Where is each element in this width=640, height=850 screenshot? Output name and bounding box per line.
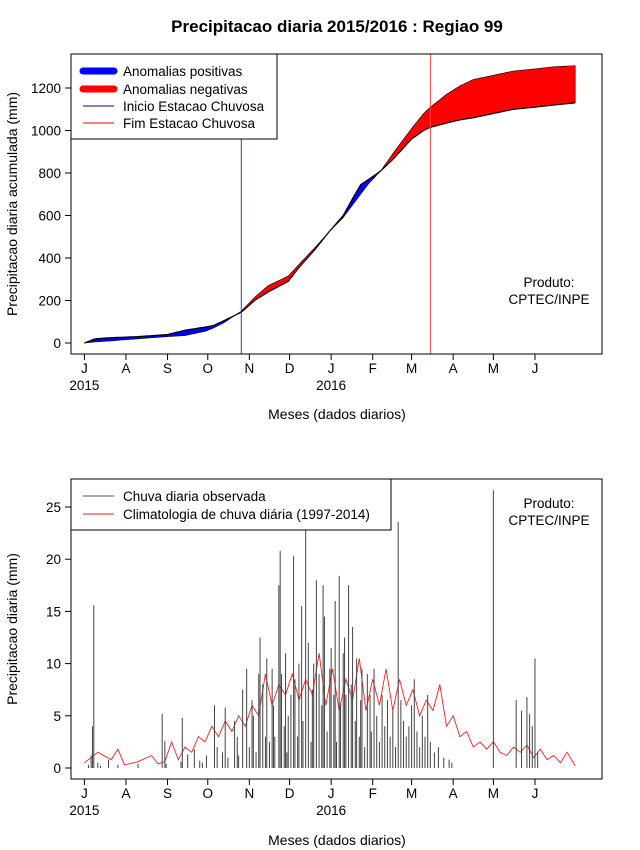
legend-label-climatology: Climatologia de chuva diária (1997-2014) (123, 507, 370, 522)
plot2-x-tick-label: J (328, 786, 335, 801)
plot2-year-label: 2015 (69, 803, 99, 818)
plot2-x-tick-label: A (121, 786, 130, 801)
plot2-y-tick-label: 10 (46, 657, 61, 672)
legend-label-inicio: Inicio Estacao Chuvosa (123, 99, 265, 114)
climatology-line (84, 653, 576, 767)
plot1-x-tick-label: N (244, 361, 254, 376)
plot1-y-tick-label: 200 (38, 294, 61, 309)
plot1-y-tick-label: 800 (38, 166, 61, 181)
plot1-x-tick-label: M (488, 361, 499, 376)
plot2-x-tick-label: A (449, 786, 458, 801)
plot1-x-tick-label: A (121, 361, 130, 376)
plot2-year-label: 2016 (316, 803, 346, 818)
plot1-year-label: 2016 (316, 378, 346, 393)
observed-accumulated-line (84, 102, 576, 344)
plot1-x-tick-label: J (328, 361, 335, 376)
plot2-ylabel: Precipitacao diaria (mm) (4, 553, 20, 705)
plot1-y-tick-label: 0 (53, 336, 61, 351)
plot1-product-source: CPTEC/INPE (508, 292, 589, 307)
plot2-y-tick-label: 25 (46, 500, 61, 515)
plot1-x-tick-label: M (406, 361, 417, 376)
plot1-y-tick-label: 1000 (31, 124, 61, 139)
plot2-product-label: Produto: (523, 496, 574, 511)
plot1-x-tick-label: D (285, 361, 295, 376)
daily-chart-data (84, 488, 576, 768)
legend-label-negative: Anomalias negativas (123, 82, 248, 97)
plot2-x-tick-label: J (532, 786, 539, 801)
plot1-y-tick-label: 400 (38, 251, 61, 266)
plot2-product-source: CPTEC/INPE (508, 513, 589, 528)
plot1-xlabel: Meses (dados diarios) (268, 406, 406, 422)
plot2-x-tick-label: M (406, 786, 417, 801)
plot2-y-tick-label: 15 (46, 604, 61, 619)
plot2-x-tick-label: O (203, 786, 214, 801)
plot2-x-tick-label: M (488, 786, 499, 801)
plot2-x-tick-label: D (285, 786, 295, 801)
plot2-xlabel: Meses (dados diarios) (268, 832, 406, 848)
plot1-ylabel: Precipitacao diaria acumulada (mm) (4, 92, 20, 316)
anomaly-positive (84, 315, 235, 344)
legend-label-observed: Chuva diaria observada (123, 489, 266, 504)
legend-label-positive: Anomalias positivas (123, 64, 243, 79)
anomaly-negative (234, 233, 328, 317)
anomaly-negative (380, 65, 576, 172)
plot1-x-tick-label: O (203, 361, 214, 376)
plot1-x-tick-label: S (163, 361, 172, 376)
plot1-x-axis: J A S O N D J F M A M J 2015 2016 (69, 353, 539, 393)
plot1-x-tick-label: J (81, 361, 88, 376)
plot2-legend: Chuva diaria observada Climatologia de c… (70, 478, 392, 531)
plot2-y-tick-label: 0 (53, 761, 61, 776)
plot1-y-axis: 0 200 400 600 800 1000 1200 (31, 81, 72, 351)
plot2-y-tick-label: 20 (46, 552, 61, 567)
legend-label-fim: Fim Estacao Chuvosa (123, 116, 256, 131)
plot2-x-axis: J A S O N D J F M A M J 2015 2016 (69, 778, 539, 818)
plot1-legend: Anomalias positivas Anomalias negativas … (70, 53, 278, 140)
plot2-x-tick-label: N (244, 786, 254, 801)
plot1-year-label: 2015 (69, 378, 99, 393)
plot1-y-tick-label: 600 (38, 209, 61, 224)
accumulated-chart-data (84, 65, 576, 344)
plot2-x-tick-label: S (163, 786, 172, 801)
chart-title: Precipitacao diaria 2015/2016 : Regiao 9… (171, 17, 503, 36)
plot2-x-tick-label: J (81, 786, 88, 801)
plot2-y-tick-label: 5 (53, 709, 61, 724)
plot1-product-label: Produto: (523, 275, 574, 290)
plot2-x-tick-label: F (369, 786, 377, 801)
plot2-y-axis: 0 5 10 15 20 25 (46, 500, 72, 776)
plot1-y-tick-label: 1200 (31, 81, 61, 96)
plot1-x-tick-label: J (532, 361, 539, 376)
plot1-x-tick-label: F (369, 361, 377, 376)
plot1-x-tick-label: A (449, 361, 458, 376)
